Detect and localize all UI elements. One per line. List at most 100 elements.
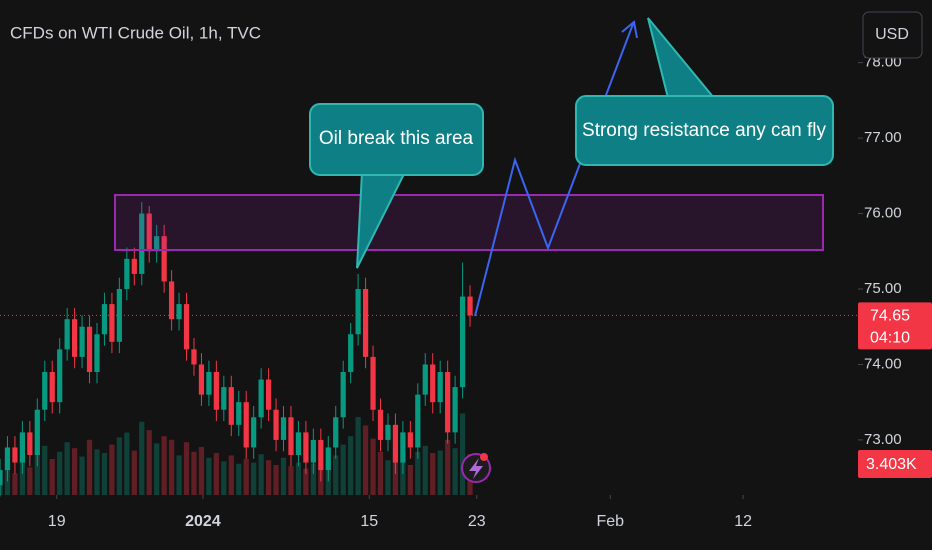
volume-bar xyxy=(243,459,249,495)
plot-area xyxy=(0,202,858,497)
volume-bar xyxy=(198,447,205,495)
resistance-zone xyxy=(114,194,824,251)
volume-bar xyxy=(221,461,227,495)
volume-bar xyxy=(459,413,466,495)
candle-body xyxy=(445,372,451,433)
volume-bar xyxy=(228,455,234,495)
volume-bar xyxy=(57,451,63,495)
candle-body xyxy=(27,432,33,456)
volume-bar xyxy=(362,425,369,495)
callout-joint xyxy=(340,166,410,174)
volume-bar xyxy=(430,453,436,495)
candle-body xyxy=(310,439,316,463)
volume-bar xyxy=(168,439,175,495)
candle-body xyxy=(452,387,458,433)
volume-bar xyxy=(258,454,264,495)
candle-body xyxy=(348,334,354,373)
volume-bar xyxy=(146,430,152,495)
volume-bar xyxy=(124,432,130,495)
countdown-label: 04:10 xyxy=(870,330,910,347)
volume-bar xyxy=(64,442,70,495)
volume-tag-label: 3.403K xyxy=(866,456,917,473)
volume-bar xyxy=(303,468,309,495)
candle-body xyxy=(325,447,331,471)
volume-bar xyxy=(101,453,108,495)
candle-body xyxy=(161,236,167,282)
volume-bar xyxy=(191,451,197,495)
candle-body xyxy=(213,372,219,410)
candle-body xyxy=(0,470,3,486)
volume-bar xyxy=(445,439,451,495)
candle-body xyxy=(377,409,384,440)
candle-body xyxy=(139,213,145,274)
alert-dot xyxy=(480,453,488,461)
volume-bar xyxy=(176,455,182,495)
candle-body xyxy=(42,372,48,410)
candle-body xyxy=(407,432,413,448)
volume-bar xyxy=(19,460,25,495)
volume-tag xyxy=(858,450,932,478)
volume-bar xyxy=(340,444,346,495)
candle-body xyxy=(422,364,428,395)
candle-body xyxy=(318,439,324,471)
volume-bar xyxy=(280,457,287,495)
y-tick-label: 76.00 xyxy=(864,205,902,222)
candle-body xyxy=(154,236,160,252)
candle-body xyxy=(34,409,40,456)
y-tick-label: 73.00 xyxy=(864,431,902,448)
candle-body xyxy=(101,304,108,335)
volume-bar xyxy=(12,473,18,495)
volume-bar xyxy=(42,445,48,495)
candle-body xyxy=(109,304,115,342)
x-tick-label: 23 xyxy=(468,513,486,530)
volume-bar xyxy=(392,454,399,495)
volume-bar xyxy=(183,442,190,495)
volume-bar xyxy=(407,465,413,495)
volume-bar xyxy=(49,459,55,495)
volume-bar xyxy=(385,460,391,495)
callout-text: Oil break this area xyxy=(319,128,474,149)
x-tick-label: 19 xyxy=(48,513,66,530)
volume-bar xyxy=(310,463,316,495)
candle-body xyxy=(258,379,264,418)
volume-bar xyxy=(251,462,257,495)
volume-bar xyxy=(348,436,354,495)
candle-body xyxy=(4,447,11,471)
candle-body xyxy=(400,432,406,463)
candle-body xyxy=(12,447,18,463)
volume-bar xyxy=(370,438,376,495)
volume-bar xyxy=(206,457,212,495)
currency-button[interactable] xyxy=(862,11,923,59)
candle-body xyxy=(183,304,190,350)
volume-bar xyxy=(213,453,219,495)
candle-body xyxy=(459,296,466,388)
volume-bar xyxy=(161,436,167,495)
candle-body xyxy=(355,289,361,335)
volume-bar xyxy=(437,450,443,495)
y-tick-label: 74.00 xyxy=(864,355,902,372)
callout-joint xyxy=(665,97,717,105)
volume-bar xyxy=(273,465,279,495)
candle-body xyxy=(206,372,212,395)
volume-bar xyxy=(94,449,100,495)
candle-body xyxy=(57,349,63,403)
volume-bar xyxy=(452,448,458,495)
candle-body xyxy=(303,432,309,463)
candle-body xyxy=(71,319,78,357)
candle-body xyxy=(168,281,175,320)
candle-body xyxy=(415,394,421,448)
callout-box xyxy=(575,95,834,166)
candle-body xyxy=(385,424,391,440)
volume-bar xyxy=(27,467,33,495)
volume-bar xyxy=(71,448,78,495)
candle-body xyxy=(221,387,227,410)
volume-bar xyxy=(333,455,339,495)
y-tick-label: 77.00 xyxy=(864,129,902,146)
candle-body xyxy=(49,372,55,403)
alert-bolt xyxy=(469,458,483,479)
last-price-label: 74.65 xyxy=(870,308,910,325)
x-tick-label: 2024 xyxy=(185,513,221,530)
volume-bar xyxy=(109,444,115,495)
